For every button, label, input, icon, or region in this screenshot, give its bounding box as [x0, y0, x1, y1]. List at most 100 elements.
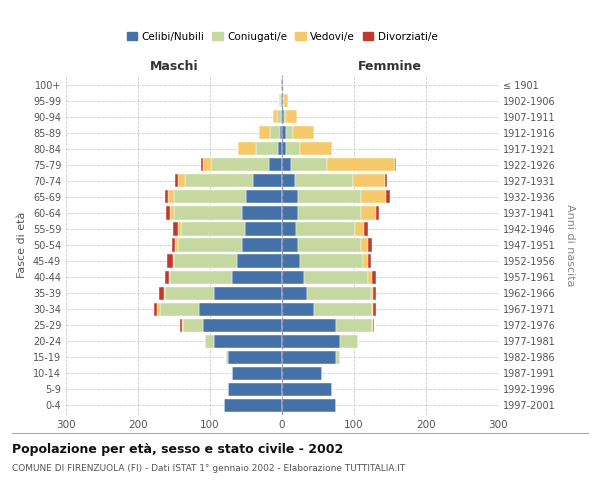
Bar: [298, 238, 361, 252]
Bar: [282, 94, 283, 107]
Bar: [340, 334, 358, 348]
Bar: [269, 158, 282, 172]
Bar: [228, 350, 282, 364]
Bar: [295, 174, 353, 188]
Bar: [284, 94, 288, 107]
Bar: [282, 270, 304, 283]
Bar: [159, 286, 164, 300]
Bar: [282, 142, 286, 156]
Bar: [286, 142, 300, 156]
Bar: [238, 254, 282, 268]
Bar: [373, 302, 376, 316]
Bar: [361, 238, 368, 252]
Bar: [395, 158, 397, 172]
Bar: [242, 206, 282, 220]
Bar: [298, 206, 361, 220]
Bar: [293, 126, 314, 140]
Text: Femmine: Femmine: [358, 60, 422, 72]
Bar: [336, 318, 372, 332]
Bar: [277, 110, 281, 124]
Bar: [172, 238, 175, 252]
Bar: [178, 222, 181, 235]
Bar: [373, 286, 376, 300]
Bar: [166, 190, 168, 203]
Bar: [307, 286, 371, 300]
Bar: [168, 190, 174, 203]
Bar: [282, 286, 307, 300]
Bar: [232, 270, 282, 283]
Bar: [157, 302, 160, 316]
Bar: [372, 302, 373, 316]
Bar: [314, 302, 372, 316]
Bar: [278, 142, 282, 156]
Bar: [178, 174, 185, 188]
Bar: [203, 318, 282, 332]
Bar: [298, 190, 361, 203]
Bar: [242, 238, 282, 252]
Bar: [281, 110, 282, 124]
Bar: [202, 158, 203, 172]
Bar: [326, 158, 395, 172]
Bar: [282, 302, 314, 316]
Bar: [282, 238, 298, 252]
Bar: [376, 206, 379, 220]
Bar: [232, 366, 282, 380]
Bar: [282, 78, 283, 91]
Bar: [280, 94, 281, 107]
Bar: [199, 302, 282, 316]
Bar: [286, 110, 297, 124]
Text: Popolazione per età, sesso e stato civile - 2002: Popolazione per età, sesso e stato civil…: [12, 442, 343, 456]
Bar: [368, 270, 372, 283]
Bar: [166, 206, 170, 220]
Bar: [282, 383, 332, 396]
Bar: [386, 190, 390, 203]
Bar: [361, 190, 386, 203]
Bar: [224, 399, 282, 412]
Bar: [170, 206, 174, 220]
Bar: [353, 174, 385, 188]
Bar: [282, 222, 296, 235]
Bar: [164, 286, 214, 300]
Y-axis label: Fasce di età: Fasce di età: [17, 212, 27, 278]
Bar: [256, 142, 278, 156]
Bar: [282, 190, 298, 203]
Bar: [282, 350, 336, 364]
Bar: [280, 126, 282, 140]
Text: COMUNE DI FIRENZUOLA (FI) - Dati ISTAT 1° gennaio 2002 - Elaborazione TUTTITALIA: COMUNE DI FIRENZUOLA (FI) - Dati ISTAT 1…: [12, 464, 405, 473]
Bar: [160, 302, 199, 316]
Bar: [238, 142, 256, 156]
Bar: [182, 318, 203, 332]
Legend: Celibi/Nubili, Coniugati/e, Vedovi/e, Divorziati/e: Celibi/Nubili, Coniugati/e, Vedovi/e, Di…: [122, 28, 442, 46]
Bar: [154, 302, 157, 316]
Bar: [274, 110, 277, 124]
Bar: [205, 334, 214, 348]
Bar: [270, 126, 280, 140]
Bar: [290, 158, 326, 172]
Bar: [173, 222, 178, 235]
Bar: [175, 238, 178, 252]
Bar: [174, 254, 238, 268]
Bar: [185, 174, 253, 188]
Bar: [284, 110, 286, 124]
Bar: [226, 350, 228, 364]
Bar: [364, 254, 368, 268]
Bar: [368, 254, 371, 268]
Bar: [296, 222, 355, 235]
Bar: [282, 126, 286, 140]
Bar: [372, 270, 376, 283]
Bar: [371, 286, 373, 300]
Bar: [282, 254, 300, 268]
Bar: [282, 206, 298, 220]
Bar: [279, 94, 280, 107]
Bar: [373, 318, 374, 332]
Bar: [164, 270, 169, 283]
Bar: [174, 206, 242, 220]
Bar: [361, 206, 376, 220]
Bar: [304, 270, 368, 283]
Bar: [282, 366, 322, 380]
Bar: [214, 334, 282, 348]
Bar: [385, 174, 387, 188]
Bar: [372, 318, 373, 332]
Bar: [181, 318, 182, 332]
Bar: [282, 318, 336, 332]
